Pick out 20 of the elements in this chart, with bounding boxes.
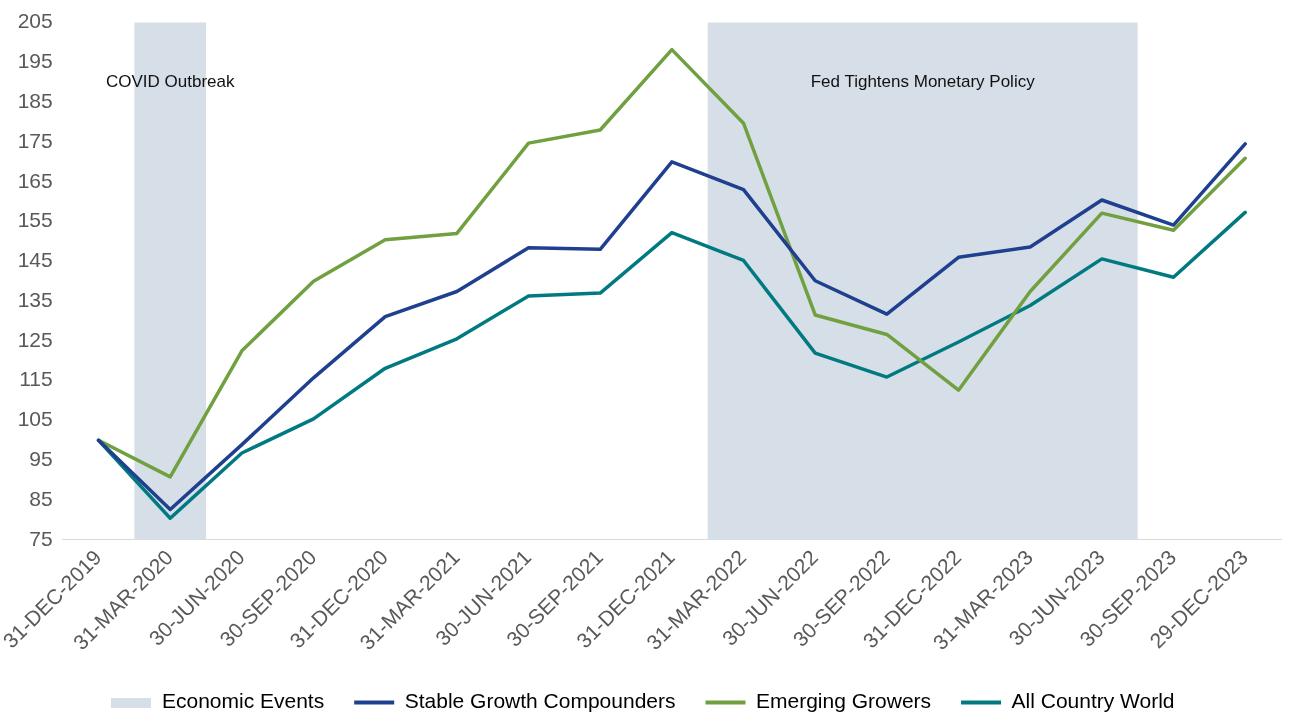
y-tick-label: 155 [17, 208, 53, 232]
y-tick-label: 85 [29, 486, 53, 510]
y-tick-label: 95 [29, 446, 53, 470]
y-tick-label: 115 [19, 367, 53, 391]
y-tick-label: 125 [17, 327, 53, 351]
legend-label: Stable Growth Compounders [404, 689, 676, 713]
y-tick-label: 105 [17, 407, 53, 431]
y-tick-label: 175 [17, 128, 53, 152]
y-tick-label: 195 [17, 49, 53, 73]
legend-label: All Country World [1011, 689, 1175, 713]
y-tick-label: 185 [17, 88, 53, 112]
y-tick-label: 165 [17, 168, 53, 192]
y-tick-label: 205 [17, 9, 53, 33]
y-tick-label: 75 [29, 526, 53, 550]
band-label: Fed Tightens Monetary Policy [810, 72, 1036, 92]
text: Economic Events [161, 689, 325, 713]
y-tick-label: 135 [17, 287, 53, 311]
band-label: COVID Outbreak [105, 72, 235, 92]
legend-label: Emerging Growers [756, 689, 932, 713]
y-tick-label: 145 [17, 248, 53, 272]
